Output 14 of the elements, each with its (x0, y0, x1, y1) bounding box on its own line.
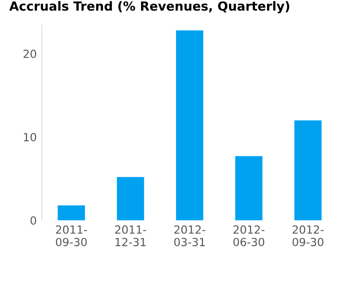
x-tick-label: 2012- 06-30 (233, 225, 264, 246)
bar (235, 156, 262, 220)
chart-title: Accruals Trend (% Revenues, Quarterly) (9, 1, 290, 14)
x-tick-label: 2012- 03-31 (174, 225, 206, 246)
bar (294, 120, 322, 220)
bar (58, 205, 85, 220)
x-tick-label: 2012- 09-30 (292, 225, 324, 246)
bar (176, 30, 204, 220)
y-tick-label: 10 (24, 132, 36, 142)
y-tick-label: 20 (24, 50, 36, 58)
y-tick-label: 0 (30, 216, 36, 225)
bar (116, 176, 144, 220)
x-tick-label: 2011- 12-31 (115, 225, 146, 246)
x-tick-label: 2011- 09-30 (56, 225, 87, 246)
